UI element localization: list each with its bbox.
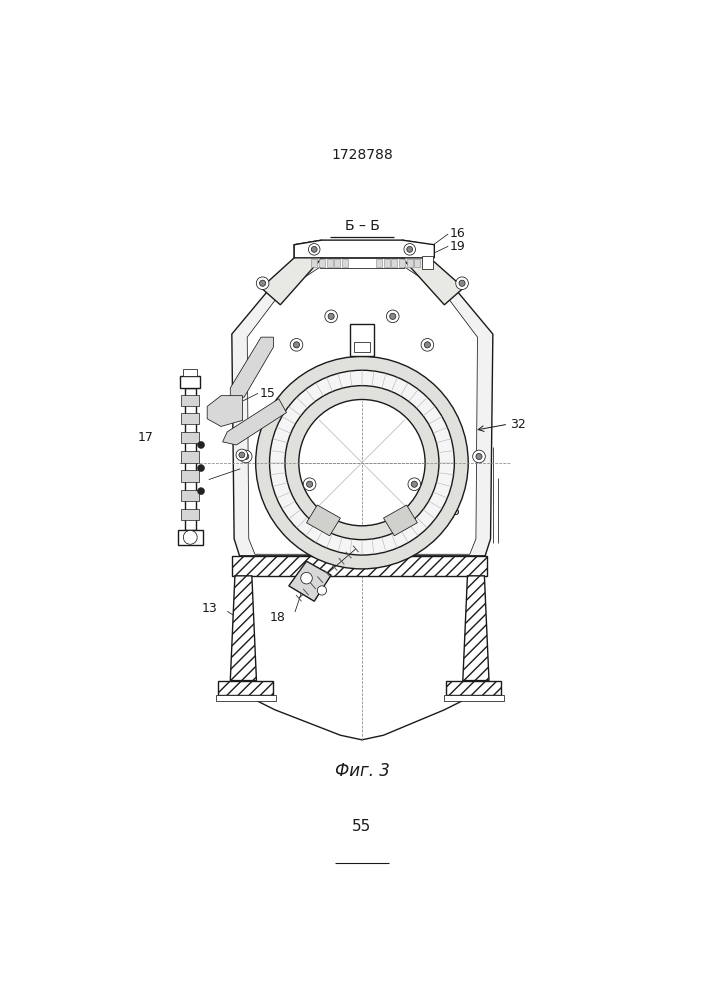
Bar xyxy=(182,395,199,406)
Bar xyxy=(319,259,325,267)
Bar xyxy=(383,259,390,267)
Text: 13: 13 xyxy=(201,602,217,615)
Polygon shape xyxy=(232,251,493,556)
Circle shape xyxy=(303,478,316,491)
Bar xyxy=(218,681,274,695)
Bar xyxy=(182,509,199,520)
Bar xyxy=(399,259,405,267)
Bar xyxy=(182,470,199,482)
Bar xyxy=(446,681,501,695)
Circle shape xyxy=(240,450,252,463)
Text: 19: 19 xyxy=(444,496,460,509)
Circle shape xyxy=(256,356,468,569)
Bar xyxy=(351,324,373,356)
Polygon shape xyxy=(288,561,331,601)
Bar xyxy=(232,556,487,576)
Text: 32: 32 xyxy=(510,418,526,431)
Text: 18: 18 xyxy=(269,611,285,624)
Circle shape xyxy=(239,452,245,458)
Circle shape xyxy=(307,481,312,487)
Circle shape xyxy=(328,313,334,319)
Bar xyxy=(327,259,333,267)
Bar xyxy=(182,432,199,443)
Circle shape xyxy=(259,280,266,286)
Text: Фиг. 3: Фиг. 3 xyxy=(334,762,390,780)
Text: Б – Б: Б – Б xyxy=(344,219,380,233)
Circle shape xyxy=(476,453,482,460)
Circle shape xyxy=(408,478,421,491)
Circle shape xyxy=(317,586,327,595)
Polygon shape xyxy=(294,240,434,258)
Polygon shape xyxy=(230,576,257,681)
Circle shape xyxy=(411,481,417,487)
Circle shape xyxy=(285,386,439,540)
Bar xyxy=(376,259,382,267)
Circle shape xyxy=(473,450,485,463)
Circle shape xyxy=(299,400,425,526)
Circle shape xyxy=(456,277,468,290)
Bar xyxy=(178,530,203,545)
Text: 1728788: 1728788 xyxy=(332,148,393,162)
Text: 55: 55 xyxy=(352,819,372,834)
Bar xyxy=(311,259,317,267)
Bar xyxy=(414,259,421,267)
Bar xyxy=(407,259,413,267)
Circle shape xyxy=(421,339,433,351)
Circle shape xyxy=(387,310,399,323)
Circle shape xyxy=(197,488,204,495)
Bar xyxy=(391,259,397,267)
Circle shape xyxy=(308,244,320,255)
Bar xyxy=(180,376,200,388)
Circle shape xyxy=(236,449,247,461)
Text: 16: 16 xyxy=(184,473,199,486)
Polygon shape xyxy=(247,268,477,554)
Text: 17: 17 xyxy=(138,431,153,444)
Text: 16: 16 xyxy=(450,227,465,240)
Circle shape xyxy=(311,246,317,252)
Polygon shape xyxy=(402,240,464,305)
Polygon shape xyxy=(261,240,322,305)
Polygon shape xyxy=(207,396,243,426)
Text: 16: 16 xyxy=(444,505,460,518)
Circle shape xyxy=(407,246,413,252)
Circle shape xyxy=(269,370,455,555)
Text: 15: 15 xyxy=(259,387,276,400)
Bar xyxy=(183,369,197,376)
Bar xyxy=(443,695,503,701)
Polygon shape xyxy=(230,337,274,397)
Bar xyxy=(182,413,199,424)
Bar xyxy=(334,259,340,267)
Text: 19: 19 xyxy=(450,240,465,253)
Circle shape xyxy=(197,465,204,472)
Bar xyxy=(182,451,199,463)
Bar xyxy=(342,259,348,267)
Circle shape xyxy=(257,277,269,290)
Bar xyxy=(320,258,404,268)
Circle shape xyxy=(290,339,303,351)
Circle shape xyxy=(243,453,249,460)
Circle shape xyxy=(390,313,396,319)
Circle shape xyxy=(197,441,204,448)
Circle shape xyxy=(300,572,312,584)
Polygon shape xyxy=(307,505,340,536)
Bar xyxy=(182,490,199,501)
Polygon shape xyxy=(463,576,489,681)
Bar xyxy=(216,695,276,701)
Polygon shape xyxy=(383,505,417,536)
Circle shape xyxy=(325,310,337,323)
Circle shape xyxy=(183,530,197,544)
Circle shape xyxy=(459,280,465,286)
Polygon shape xyxy=(223,399,286,445)
Circle shape xyxy=(404,244,416,255)
Circle shape xyxy=(424,342,431,348)
Bar xyxy=(354,342,370,352)
Bar xyxy=(185,388,196,530)
Circle shape xyxy=(293,342,300,348)
Bar xyxy=(422,256,433,269)
Bar xyxy=(349,543,375,556)
